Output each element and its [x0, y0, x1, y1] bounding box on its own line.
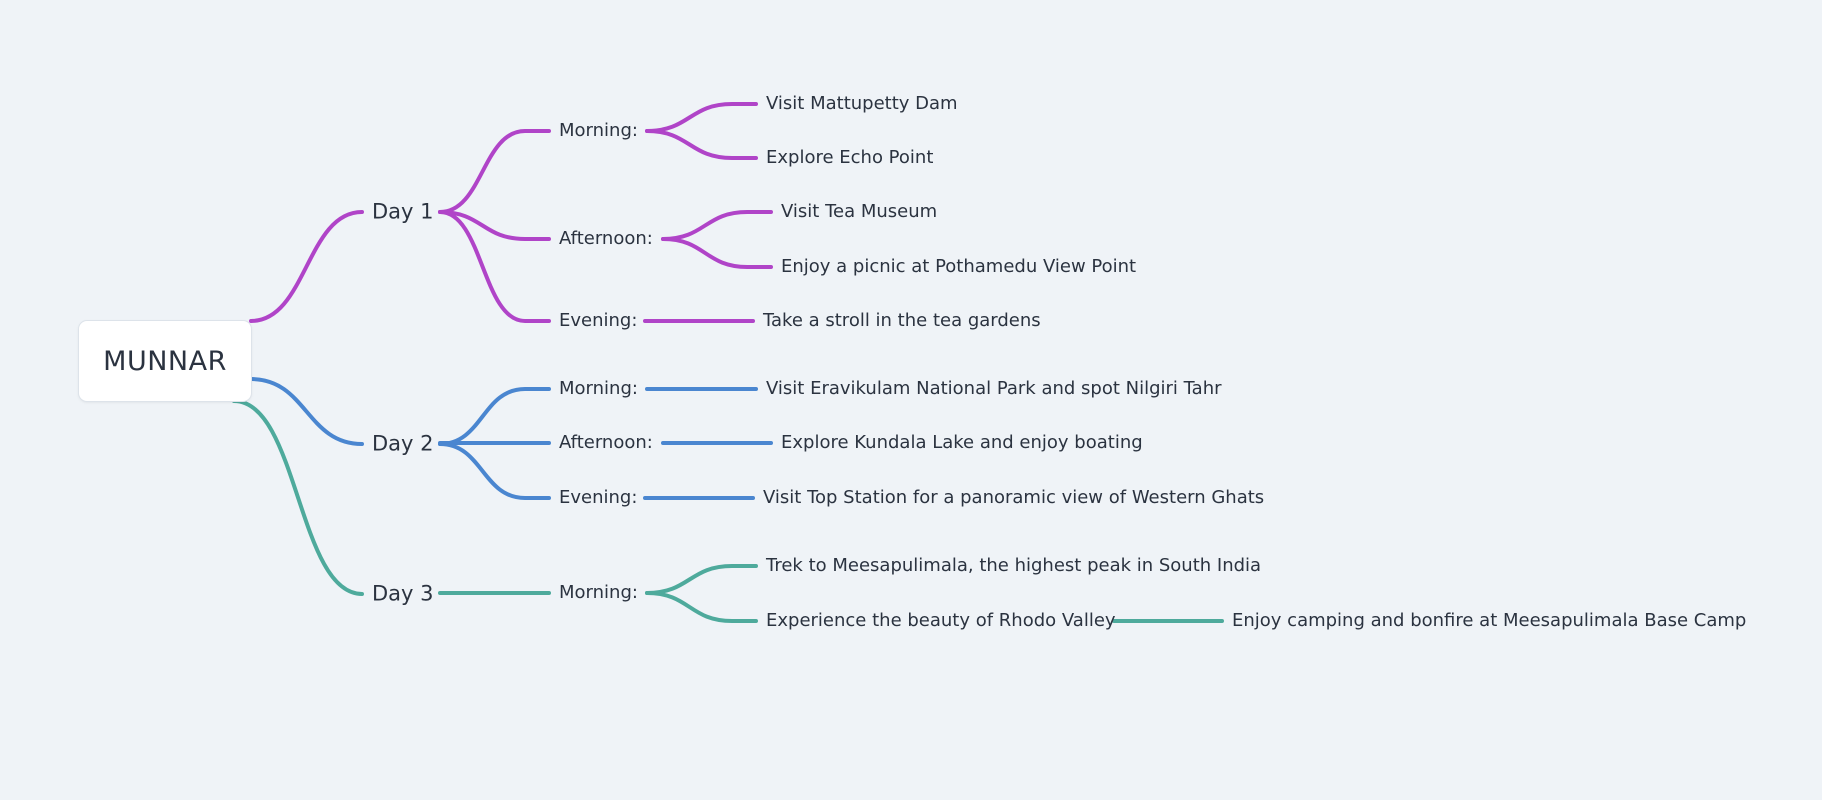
day-1-activity-tea-gardens-stroll[interactable]: Take a stroll in the tea gardens [763, 310, 1041, 331]
connector-day-1-afternoon-pothamedu [661, 237, 773, 269]
root-label: MUNNAR [103, 345, 227, 377]
day-1-activity-mattupetty-dam[interactable]: Visit Mattupetty Dam [766, 93, 958, 114]
connector-day-2-evening [438, 442, 551, 500]
day-2-node[interactable]: Day 2 [372, 431, 434, 456]
connector-day-3-morning-rhodo-valley [645, 591, 758, 623]
connector-lines [232, 102, 1224, 623]
day-1-activity-pothamedu-picnic[interactable]: Enjoy a picnic at Pothamedu View Point [781, 256, 1137, 277]
connector-day-2-morning [438, 387, 551, 446]
connector-day-1-morning-mattupetty [645, 102, 758, 133]
connector-day-1-morning-echo-point [645, 129, 758, 160]
day-2-morning-node[interactable]: Morning: [559, 378, 638, 399]
connector-day-3-morning-trek [645, 564, 758, 595]
day-1-node[interactable]: Day 1 [372, 199, 434, 224]
day-3-node[interactable]: Day 3 [372, 581, 434, 606]
day-1-activity-tea-museum[interactable]: Visit Tea Museum [781, 201, 938, 222]
connector-day-1-evening [438, 210, 551, 323]
day-3-activity-rhodo-valley[interactable]: Experience the beauty of Rhodo Valley [766, 610, 1116, 631]
day-3-activity-meesapulimala-trek[interactable]: Trek to Meesapulimala, the highest peak … [766, 555, 1262, 576]
day-2-evening-node[interactable]: Evening: [559, 487, 638, 508]
day-3-activity-base-camp[interactable]: Enjoy camping and bonfire at Meesapulima… [1232, 610, 1747, 631]
root-node[interactable]: MUNNAR [79, 321, 251, 401]
connector-day-1-morning [438, 129, 551, 214]
day-1-evening-node[interactable]: Evening: [559, 310, 638, 331]
day-2-afternoon-node[interactable]: Afternoon: [559, 432, 653, 453]
connector-root-day-2 [249, 377, 364, 446]
day-2-activity-eravikulam-park[interactable]: Visit Eravikulam National Park and spot … [766, 378, 1222, 399]
connector-root-day-1 [249, 210, 364, 323]
connector-day-1-afternoon [438, 210, 551, 241]
connector-day-1-afternoon-tea-museum [661, 210, 773, 241]
day-3-morning-node[interactable]: Morning: [559, 582, 638, 603]
day-1-activity-echo-point[interactable]: Explore Echo Point [766, 147, 934, 168]
connector-root-day-3 [232, 399, 364, 596]
day-2-activity-kundala-lake[interactable]: Explore Kundala Lake and enjoy boating [781, 432, 1143, 453]
day-1-morning-node[interactable]: Morning: [559, 120, 638, 141]
day-2-activity-top-station[interactable]: Visit Top Station for a panoramic view o… [763, 487, 1265, 508]
day-1-afternoon-node[interactable]: Afternoon: [559, 228, 653, 249]
